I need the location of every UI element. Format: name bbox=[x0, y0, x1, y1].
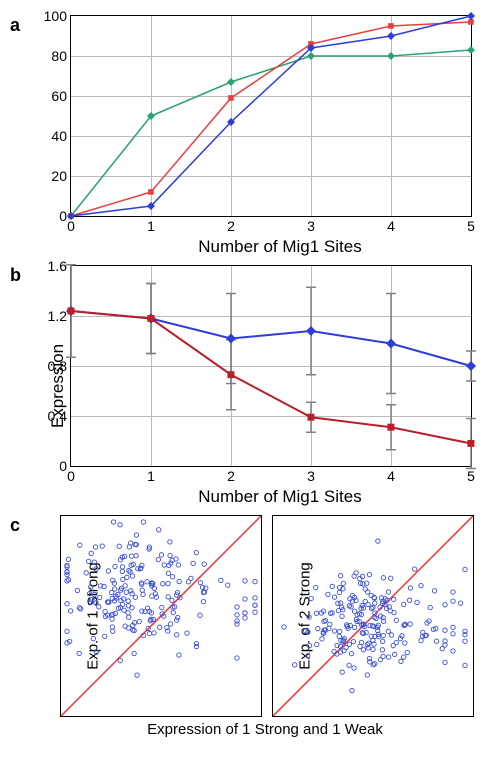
chart-b: 00.40.81.21.6012345 bbox=[70, 265, 472, 467]
panel-c: c Exp. of 1 Strong Exp. of 2 Strong Expr… bbox=[10, 515, 490, 738]
xtick: 2 bbox=[227, 466, 235, 484]
xtick: 5 bbox=[467, 216, 475, 234]
xtick: 3 bbox=[307, 466, 315, 484]
chart-a: 020406080100012345 bbox=[70, 15, 472, 217]
xtick: 2 bbox=[227, 216, 235, 234]
scatter-svg bbox=[61, 516, 261, 716]
scatter-svg bbox=[273, 516, 473, 716]
panel-b-label: b bbox=[10, 265, 21, 286]
ytick: 1.6 bbox=[48, 258, 71, 274]
xtick: 1 bbox=[147, 466, 155, 484]
ytick: 0.8 bbox=[48, 358, 71, 374]
panel-a-xlabel: Number of Mig1 Sites bbox=[70, 237, 490, 257]
ytick: 80 bbox=[51, 48, 71, 64]
panel-c-xlabel: Expression of 1 Strong and 1 Weak bbox=[60, 721, 470, 738]
xtick: 3 bbox=[307, 216, 315, 234]
xtick: 4 bbox=[387, 466, 395, 484]
panel-a: a Percent Repression 020406080100012345 … bbox=[10, 15, 490, 257]
panel-a-label: a bbox=[10, 15, 20, 36]
ytick: 100 bbox=[44, 8, 71, 24]
xtick: 0 bbox=[67, 466, 75, 484]
xtick: 1 bbox=[147, 216, 155, 234]
panel-b-xlabel: Number of Mig1 Sites bbox=[70, 487, 490, 507]
chart-svg bbox=[71, 266, 471, 466]
chart-svg bbox=[71, 16, 471, 216]
ytick: 40 bbox=[51, 128, 71, 144]
ytick: 60 bbox=[51, 88, 71, 104]
xtick: 4 bbox=[387, 216, 395, 234]
ytick: 0.4 bbox=[48, 408, 71, 424]
ytick: 20 bbox=[51, 168, 71, 184]
panel-c-label: c bbox=[10, 515, 20, 536]
scatter-right: Exp. of 2 Strong bbox=[272, 515, 474, 717]
scatter-left: Exp. of 1 Strong bbox=[60, 515, 262, 717]
panel-b: b Expression 00.40.81.21.6012345 Number … bbox=[10, 265, 490, 507]
